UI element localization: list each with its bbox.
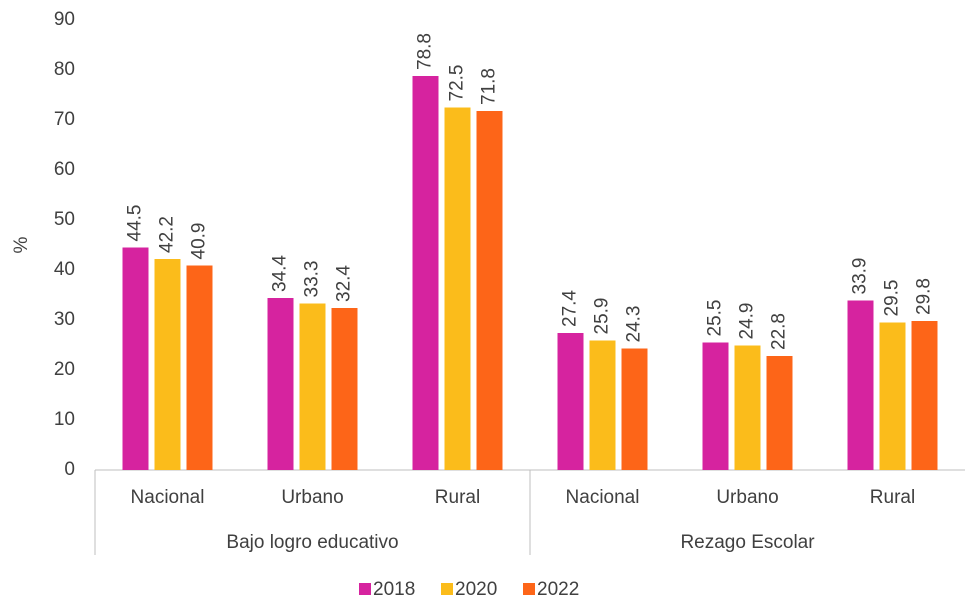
x-tick-label: Nacional [131, 487, 205, 508]
legend-label: 2020 [455, 579, 497, 600]
value-label: 34.4 [270, 255, 291, 292]
bar [444, 107, 471, 470]
bar [702, 342, 729, 470]
legend-swatch [359, 583, 371, 595]
bar [911, 321, 938, 470]
value-label: 32.4 [334, 265, 355, 302]
y-tick-label: 0 [64, 459, 75, 480]
y-tick-label: 80 [54, 59, 75, 80]
value-label: 33.3 [302, 261, 323, 298]
value-label: 78.8 [415, 33, 436, 70]
x-tick-label: Urbano [281, 487, 343, 508]
bar [766, 356, 793, 470]
value-label: 27.4 [560, 290, 581, 327]
bar [299, 303, 326, 470]
legend-swatch [523, 583, 535, 595]
legend-label: 2022 [537, 579, 579, 600]
value-label: 72.5 [447, 65, 468, 102]
value-label: 24.9 [737, 303, 758, 340]
bar [589, 340, 616, 470]
y-tick-label: 40 [54, 259, 75, 280]
y-tick-label: 90 [54, 9, 75, 30]
bar [122, 247, 149, 470]
bar [734, 345, 761, 470]
value-label: 22.8 [769, 313, 790, 350]
value-label: 42.2 [157, 216, 178, 253]
bar [331, 308, 358, 470]
value-label: 29.5 [882, 280, 903, 317]
x-tick-label: Rural [435, 487, 480, 508]
bar [412, 76, 439, 470]
group-label: Rezago Escolar [680, 532, 815, 553]
value-label: 71.8 [479, 68, 500, 105]
y-tick-label: 50 [54, 209, 75, 230]
value-label: 29.8 [914, 278, 935, 315]
y-tick-label: 10 [54, 409, 75, 430]
bar [879, 322, 906, 470]
bar [557, 333, 584, 470]
y-axis-label: % [11, 236, 32, 253]
value-label: 25.9 [592, 298, 613, 335]
bar [621, 348, 648, 470]
bar [476, 111, 503, 470]
x-tick-label: Urbano [716, 487, 778, 508]
group-label: Bajo logro educativo [226, 532, 398, 553]
value-label: 40.9 [189, 223, 210, 260]
bar [847, 300, 874, 470]
y-tick-label: 20 [54, 359, 75, 380]
bar [267, 298, 294, 470]
value-label: 24.3 [624, 306, 645, 343]
bar [154, 259, 181, 470]
value-label: 44.5 [125, 205, 146, 242]
y-tick-label: 60 [54, 159, 75, 180]
y-tick-label: 30 [54, 309, 75, 330]
y-tick-label: 70 [54, 109, 75, 130]
legend-swatch [441, 583, 453, 595]
value-label: 25.5 [705, 300, 726, 337]
x-tick-label: Rural [870, 487, 915, 508]
legend-label: 2018 [373, 579, 415, 600]
value-label: 33.9 [850, 258, 871, 295]
bar [186, 265, 213, 470]
x-tick-label: Nacional [566, 487, 640, 508]
